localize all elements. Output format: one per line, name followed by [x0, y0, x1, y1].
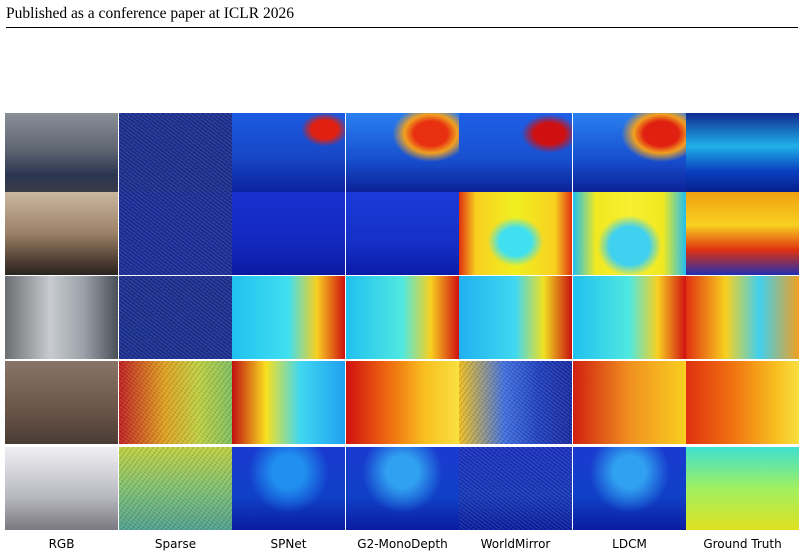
- figure-image: [232, 276, 345, 359]
- figure-image: [459, 447, 572, 530]
- figure-image: [232, 113, 345, 196]
- figure-image: [5, 113, 118, 196]
- figure-image: [5, 361, 118, 444]
- figure-image: [119, 113, 232, 196]
- figure-image: [573, 361, 686, 444]
- running-header: Published as a conference paper at ICLR …: [6, 5, 294, 22]
- column-label: Ground Truth: [703, 537, 782, 551]
- figure-image: [459, 192, 572, 275]
- figure-image: [573, 113, 686, 196]
- column-label: SPNet: [270, 537, 307, 551]
- figure-image: [686, 447, 799, 530]
- column-label: WorldMirror: [480, 537, 551, 551]
- figure-image: [573, 192, 686, 275]
- column-label: RGB: [48, 537, 75, 551]
- header-rule: [6, 27, 798, 28]
- figure-image: [119, 361, 232, 444]
- figure-image: [119, 447, 232, 530]
- column-label: G2-MonoDepth: [357, 537, 448, 551]
- figure-image: [346, 113, 459, 196]
- figure-image: [686, 192, 799, 275]
- figure-image: [5, 447, 118, 530]
- figure-image: [232, 447, 345, 530]
- figure-image: [346, 276, 459, 359]
- figure-image: [346, 192, 459, 275]
- figure-image: [459, 361, 572, 444]
- column-label: Sparse: [154, 537, 197, 551]
- figure-image: [5, 276, 118, 359]
- figure-image: [459, 276, 572, 359]
- column-label: LDCM: [612, 537, 647, 551]
- figure-image: [5, 192, 118, 275]
- figure-image: [346, 361, 459, 444]
- figure-image: [573, 276, 686, 359]
- figure-image: [119, 192, 232, 275]
- figure-image: [459, 113, 572, 196]
- figure-image: [346, 447, 459, 530]
- figure-image: [119, 276, 232, 359]
- figure-image: [232, 192, 345, 275]
- figure-image: [232, 361, 345, 444]
- figure-image: [686, 361, 799, 444]
- figure-image: [686, 276, 799, 359]
- figure-image: [686, 113, 799, 196]
- figure-image: [573, 447, 686, 530]
